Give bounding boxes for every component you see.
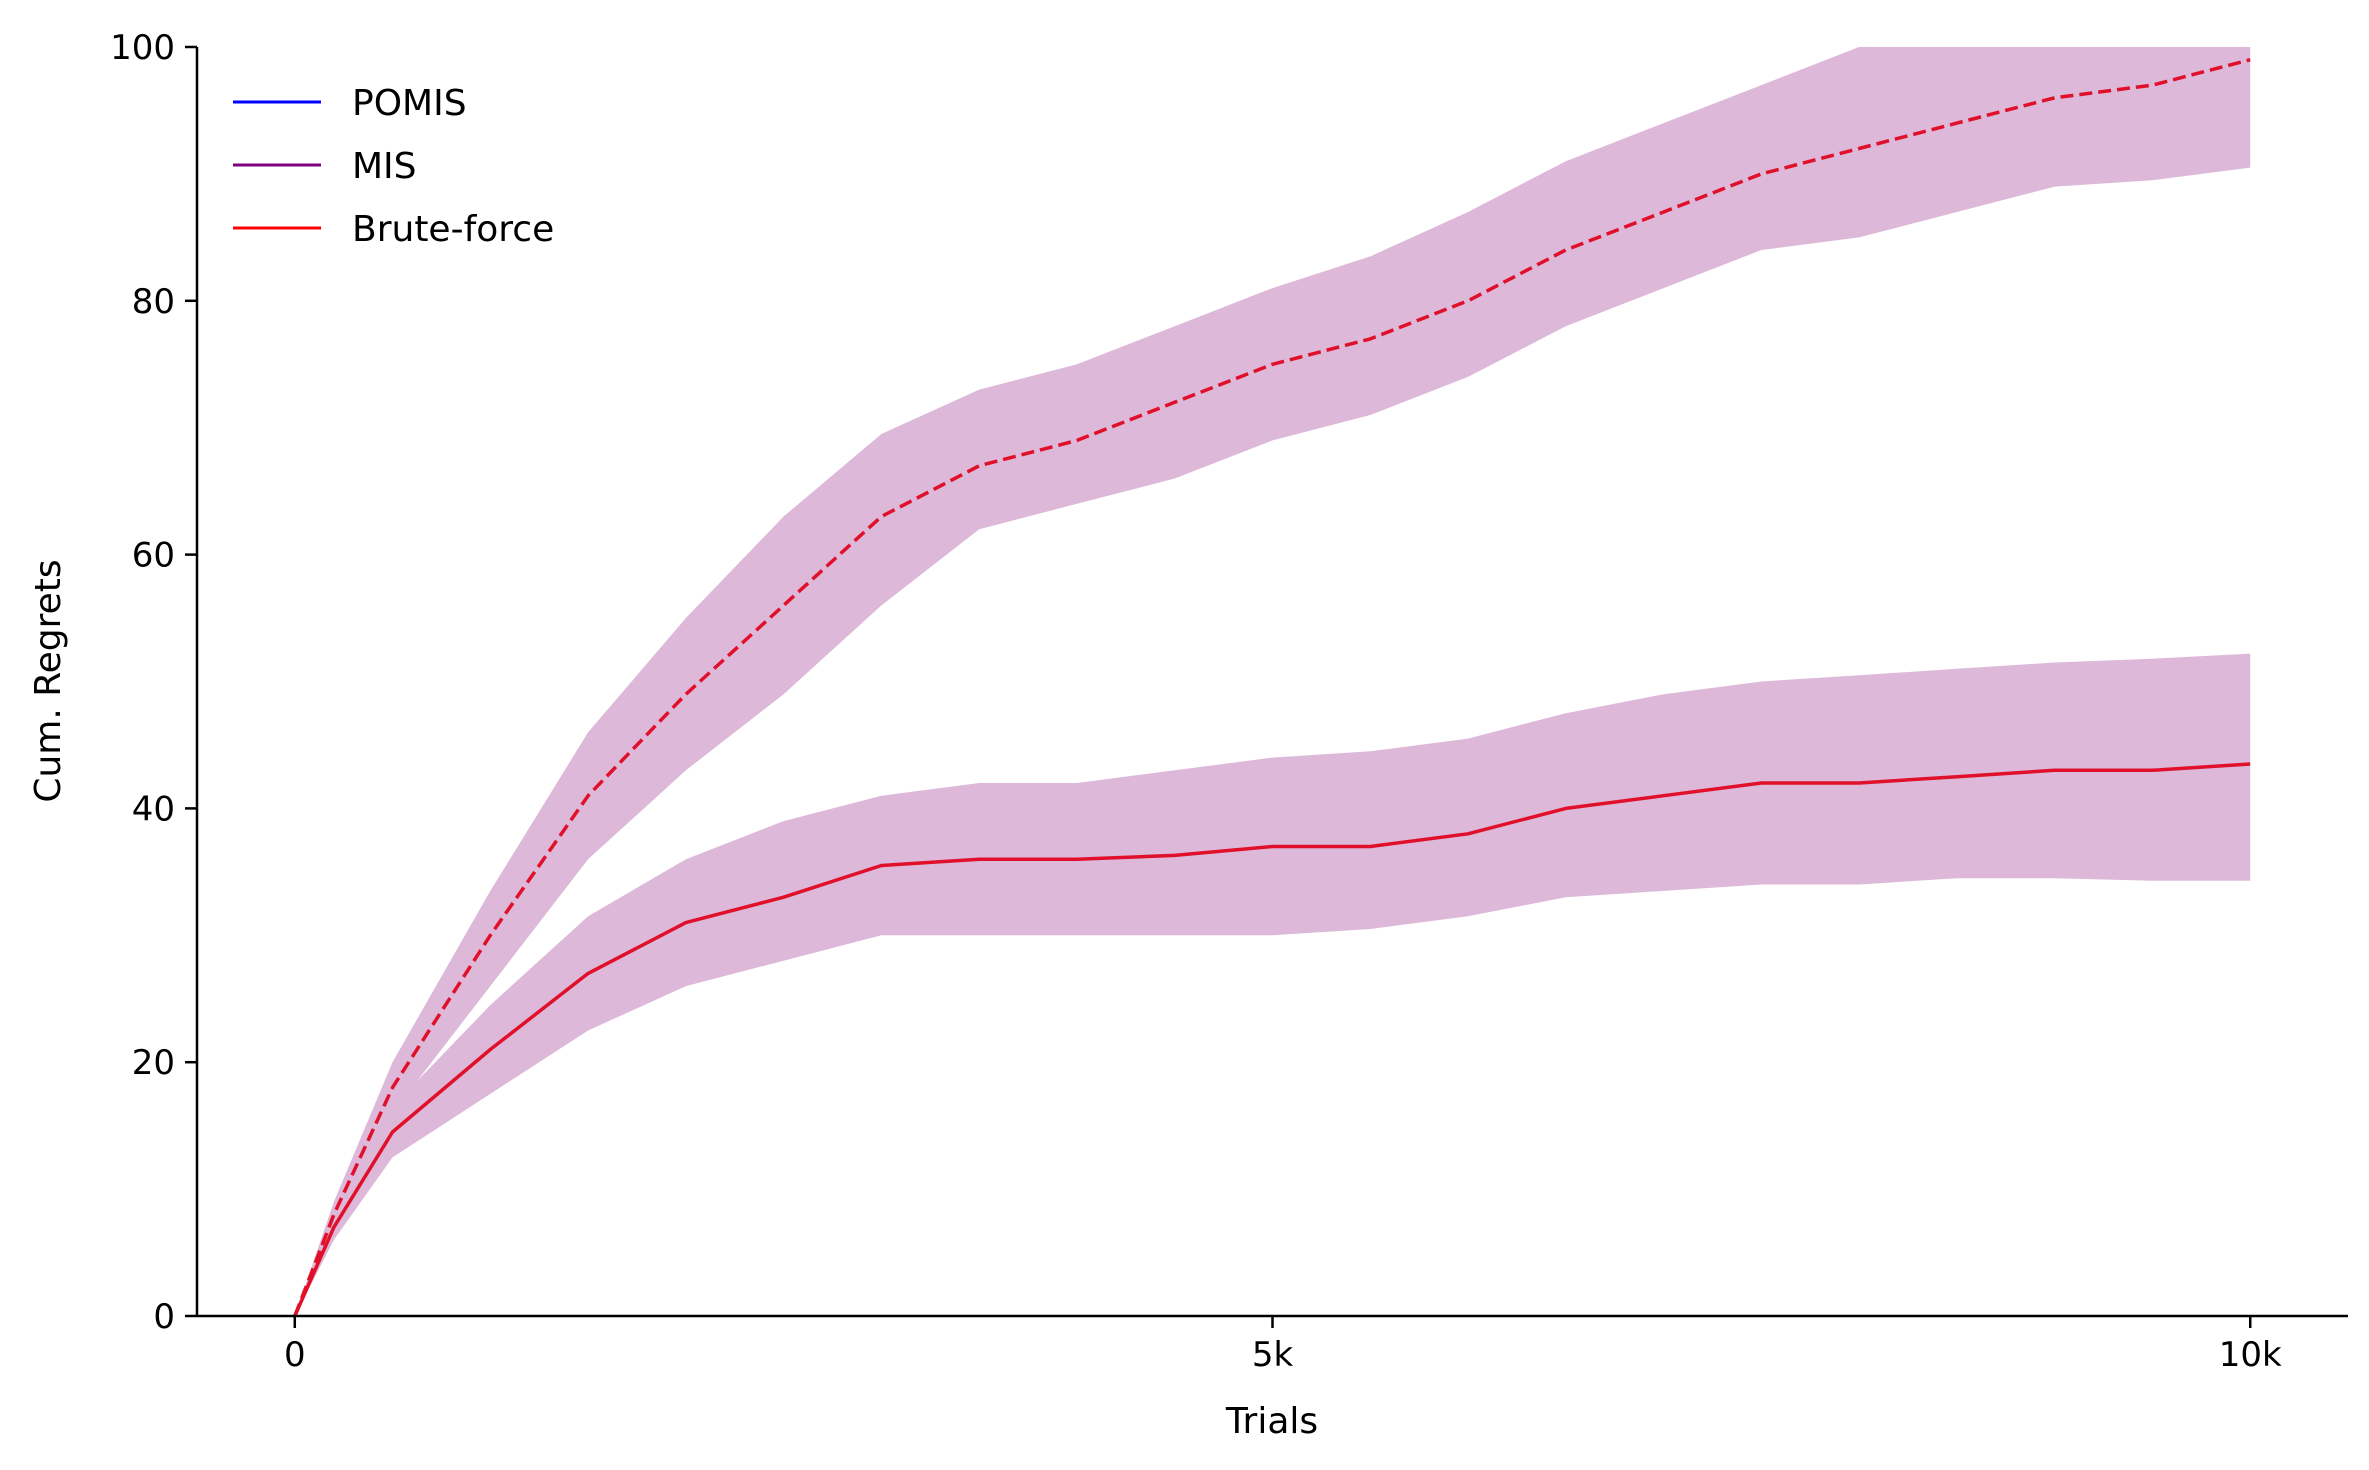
x-tick-label: 10k [2219, 1335, 2282, 1375]
y-tick-label: 60 [132, 536, 175, 576]
x-ticks: 0 5k 10k [284, 1316, 2282, 1375]
y-tick-label: 40 [132, 789, 175, 829]
legend-label-2: Brute-force [352, 209, 554, 250]
series-lines [293, 58, 2251, 1317]
confidence-bands [294, 47, 2251, 1316]
series-line-solid-1 [293, 762, 2251, 1317]
y-ticks: 0 20 40 60 80 100 [110, 28, 197, 1337]
series-line-dashed-0 [293, 58, 2251, 1317]
y-tick-label: 20 [132, 1043, 175, 1083]
x-tick-label: 5k [1252, 1335, 1294, 1375]
x-axis-label: Trials [1225, 1401, 1318, 1442]
legend: POMIS MIS Brute-force [233, 83, 554, 250]
y-tick-label: 0 [153, 1297, 175, 1337]
y-tick-label: 80 [132, 282, 175, 322]
x-tick-label: 0 [284, 1335, 306, 1375]
legend-label-0: POMIS [352, 83, 467, 124]
y-tick-label: 100 [110, 28, 175, 68]
y-axis-label: Cum. Regrets [28, 559, 69, 802]
legend-label-1: MIS [352, 146, 417, 187]
confidence-band-0 [294, 47, 2251, 1316]
confidence-band-1 [294, 653, 2251, 1316]
